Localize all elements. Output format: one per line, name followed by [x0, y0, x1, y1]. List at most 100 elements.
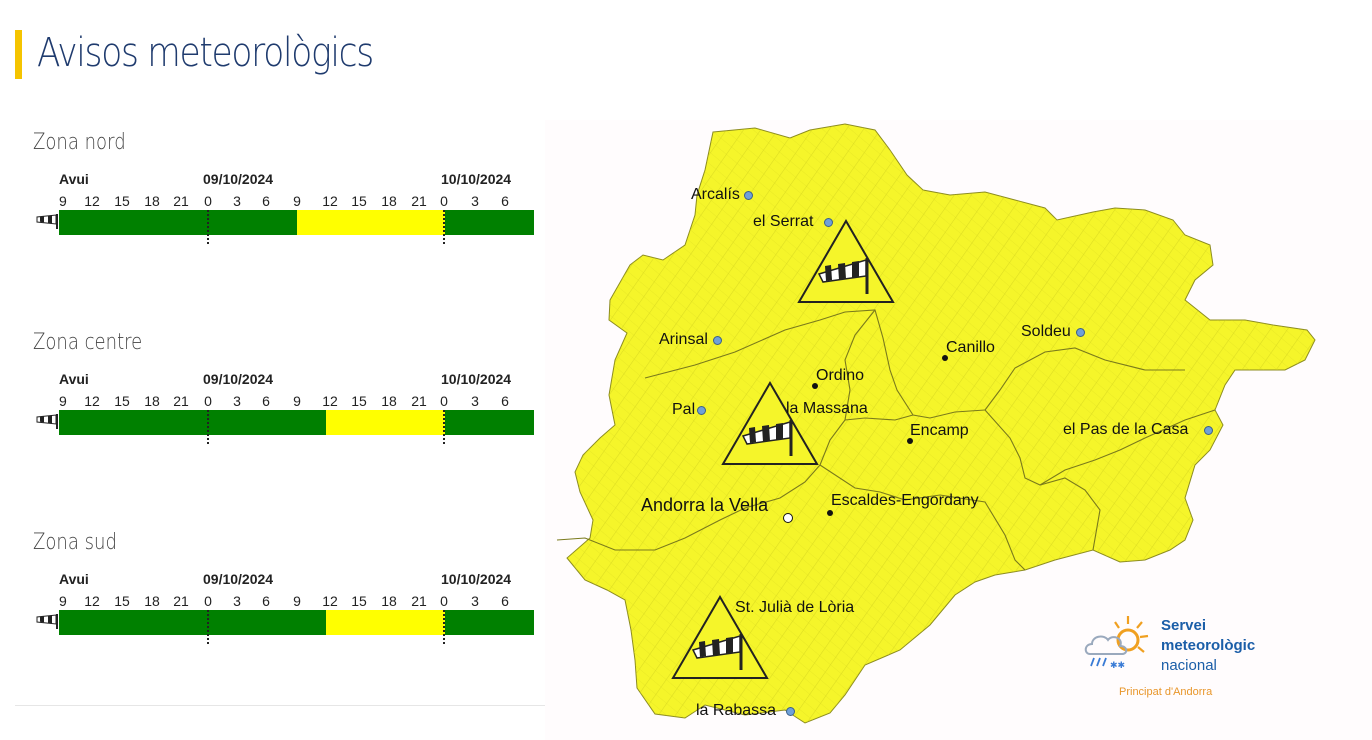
hour-tick-label: 3 — [471, 393, 479, 409]
hour-tick-label: 12 — [84, 193, 100, 209]
svg-text:✱✱: ✱✱ — [1110, 661, 1125, 671]
day-label-today: Avui — [59, 571, 89, 587]
hour-tick-label: 12 — [322, 393, 338, 409]
hour-tick-label: 12 — [84, 393, 100, 409]
title-accent-bar — [15, 30, 22, 79]
wind-warning-icon[interactable] — [797, 218, 895, 304]
hour-tick-label: 3 — [471, 193, 479, 209]
hour-tick-label: 6 — [501, 193, 509, 209]
hour-tick-label: 18 — [381, 393, 397, 409]
hour-tick-label: 6 — [501, 393, 509, 409]
hour-tick-label: 21 — [173, 593, 189, 609]
town-marker — [907, 438, 913, 444]
day-divider — [443, 210, 445, 244]
town-marker — [824, 218, 833, 227]
town-marker — [697, 406, 706, 415]
hour-tick-label: 21 — [173, 193, 189, 209]
day-divider — [207, 610, 209, 644]
wind-warning-icon[interactable] — [721, 380, 819, 466]
warning-timeline — [59, 610, 534, 635]
windsock-icon — [36, 214, 58, 229]
day-label-day1: 09/10/2024 — [203, 171, 274, 187]
hour-tick-label: 9 — [293, 593, 301, 609]
town-marker — [812, 383, 818, 389]
hour-tick-label: 12 — [322, 193, 338, 209]
town-label-la-rabassa: la Rabassa — [696, 702, 777, 719]
town-label-el-pas-de-la-casa: el Pas de la Casa — [1063, 421, 1189, 438]
warning-segment-green[interactable] — [59, 610, 327, 635]
day-divider — [207, 210, 209, 244]
hour-tick-label: 15 — [351, 393, 367, 409]
hour-tick-label: 9 — [293, 393, 301, 409]
town-marker — [1204, 426, 1213, 435]
town-marker — [942, 355, 948, 361]
hour-tick-label: 0 — [204, 193, 212, 209]
hour-tick-label: 9 — [59, 593, 67, 609]
warning-segment-yellow[interactable] — [326, 410, 445, 435]
zone-panel-3: Zona sud Avui 09/10/2024 10/10/2024 9 12 1… — [0, 530, 545, 670]
hour-tick-label: 3 — [233, 393, 241, 409]
day-label-day1: 09/10/2024 — [203, 571, 274, 587]
town-label-la-massana: la Massana — [786, 400, 868, 417]
hour-tick-label: 15 — [114, 193, 130, 209]
hour-tick-label: 0 — [440, 593, 448, 609]
warning-segment-green[interactable] — [444, 610, 534, 635]
divider — [15, 705, 545, 706]
hour-tick-label: 21 — [411, 393, 427, 409]
windsock-icon — [36, 414, 58, 429]
warning-segment-green[interactable] — [59, 410, 327, 435]
hour-tick-label: 15 — [351, 593, 367, 609]
day-label-today: Avui — [59, 371, 89, 387]
hour-tick-label: 15 — [114, 593, 130, 609]
hour-tick-label: 6 — [262, 193, 270, 209]
hour-tick-label: 3 — [233, 193, 241, 209]
day-label-today: Avui — [59, 171, 89, 187]
andorra-map[interactable] — [545, 120, 1372, 740]
hour-tick-label: 9 — [59, 393, 67, 409]
zone-panel-1: Zona nord Avui 09/10/2024 10/10/2024 9 12… — [0, 130, 545, 270]
windsock-icon — [36, 614, 58, 629]
logo-line1: Servei — [1161, 617, 1207, 634]
town-label-encamp: Encamp — [910, 422, 969, 439]
warning-segment-yellow[interactable] — [296, 210, 445, 235]
warning-segment-green[interactable] — [59, 210, 297, 235]
day-divider — [443, 610, 445, 644]
day-label-day1: 09/10/2024 — [203, 371, 274, 387]
warning-segment-green[interactable] — [444, 210, 534, 235]
hour-tick-label: 18 — [144, 193, 160, 209]
town-label-soldeu: Soldeu — [1021, 323, 1071, 340]
hour-tick-label: 6 — [262, 393, 270, 409]
hour-tick-label: 3 — [471, 593, 479, 609]
town-marker — [827, 510, 833, 516]
logo-line3: nacional — [1161, 657, 1217, 674]
hour-tick-label: 21 — [411, 593, 427, 609]
day-divider — [207, 410, 209, 444]
hour-tick-label: 21 — [411, 193, 427, 209]
page-title: Avisos meteorològics — [37, 30, 374, 76]
day-label-day2: 10/10/2024 — [441, 571, 512, 587]
hour-tick-label: 6 — [262, 593, 270, 609]
day-label-day2: 10/10/2024 — [441, 371, 512, 387]
town-label-pal: Pal — [672, 401, 696, 418]
warning-timeline — [59, 210, 534, 235]
hour-tick-label: 12 — [84, 593, 100, 609]
hour-tick-label: 18 — [381, 193, 397, 209]
warning-segment-yellow[interactable] — [326, 610, 445, 635]
hour-tick-label: 0 — [440, 193, 448, 209]
zone-name: Zona nord — [33, 130, 126, 155]
town-label-escaldes-engordany: Escaldes-Engordany — [831, 492, 979, 509]
hour-tick-label: 6 — [501, 593, 509, 609]
logo-subtitle: Principat d'Andorra — [1119, 686, 1213, 698]
town-marker — [786, 707, 795, 716]
town-label-st-julia-de-loria: St. Julià de Lòria — [735, 599, 855, 616]
town-label-andorra-la-vella: Andorra la Vella — [641, 495, 769, 515]
smn-logo[interactable]: ✱✱ — [1082, 612, 1282, 702]
wind-warning-icon[interactable] — [671, 594, 769, 680]
hour-tick-label: 9 — [59, 193, 67, 209]
zone-panel-2: Zona centre Avui 09/10/2024 10/10/2024 9… — [0, 330, 545, 470]
hour-tick-label: 15 — [351, 193, 367, 209]
zone-name: Zona sud — [33, 530, 117, 555]
town-marker — [1076, 328, 1085, 337]
warning-segment-green[interactable] — [444, 410, 534, 435]
town-label-el-serrat: el Serrat — [753, 213, 814, 230]
